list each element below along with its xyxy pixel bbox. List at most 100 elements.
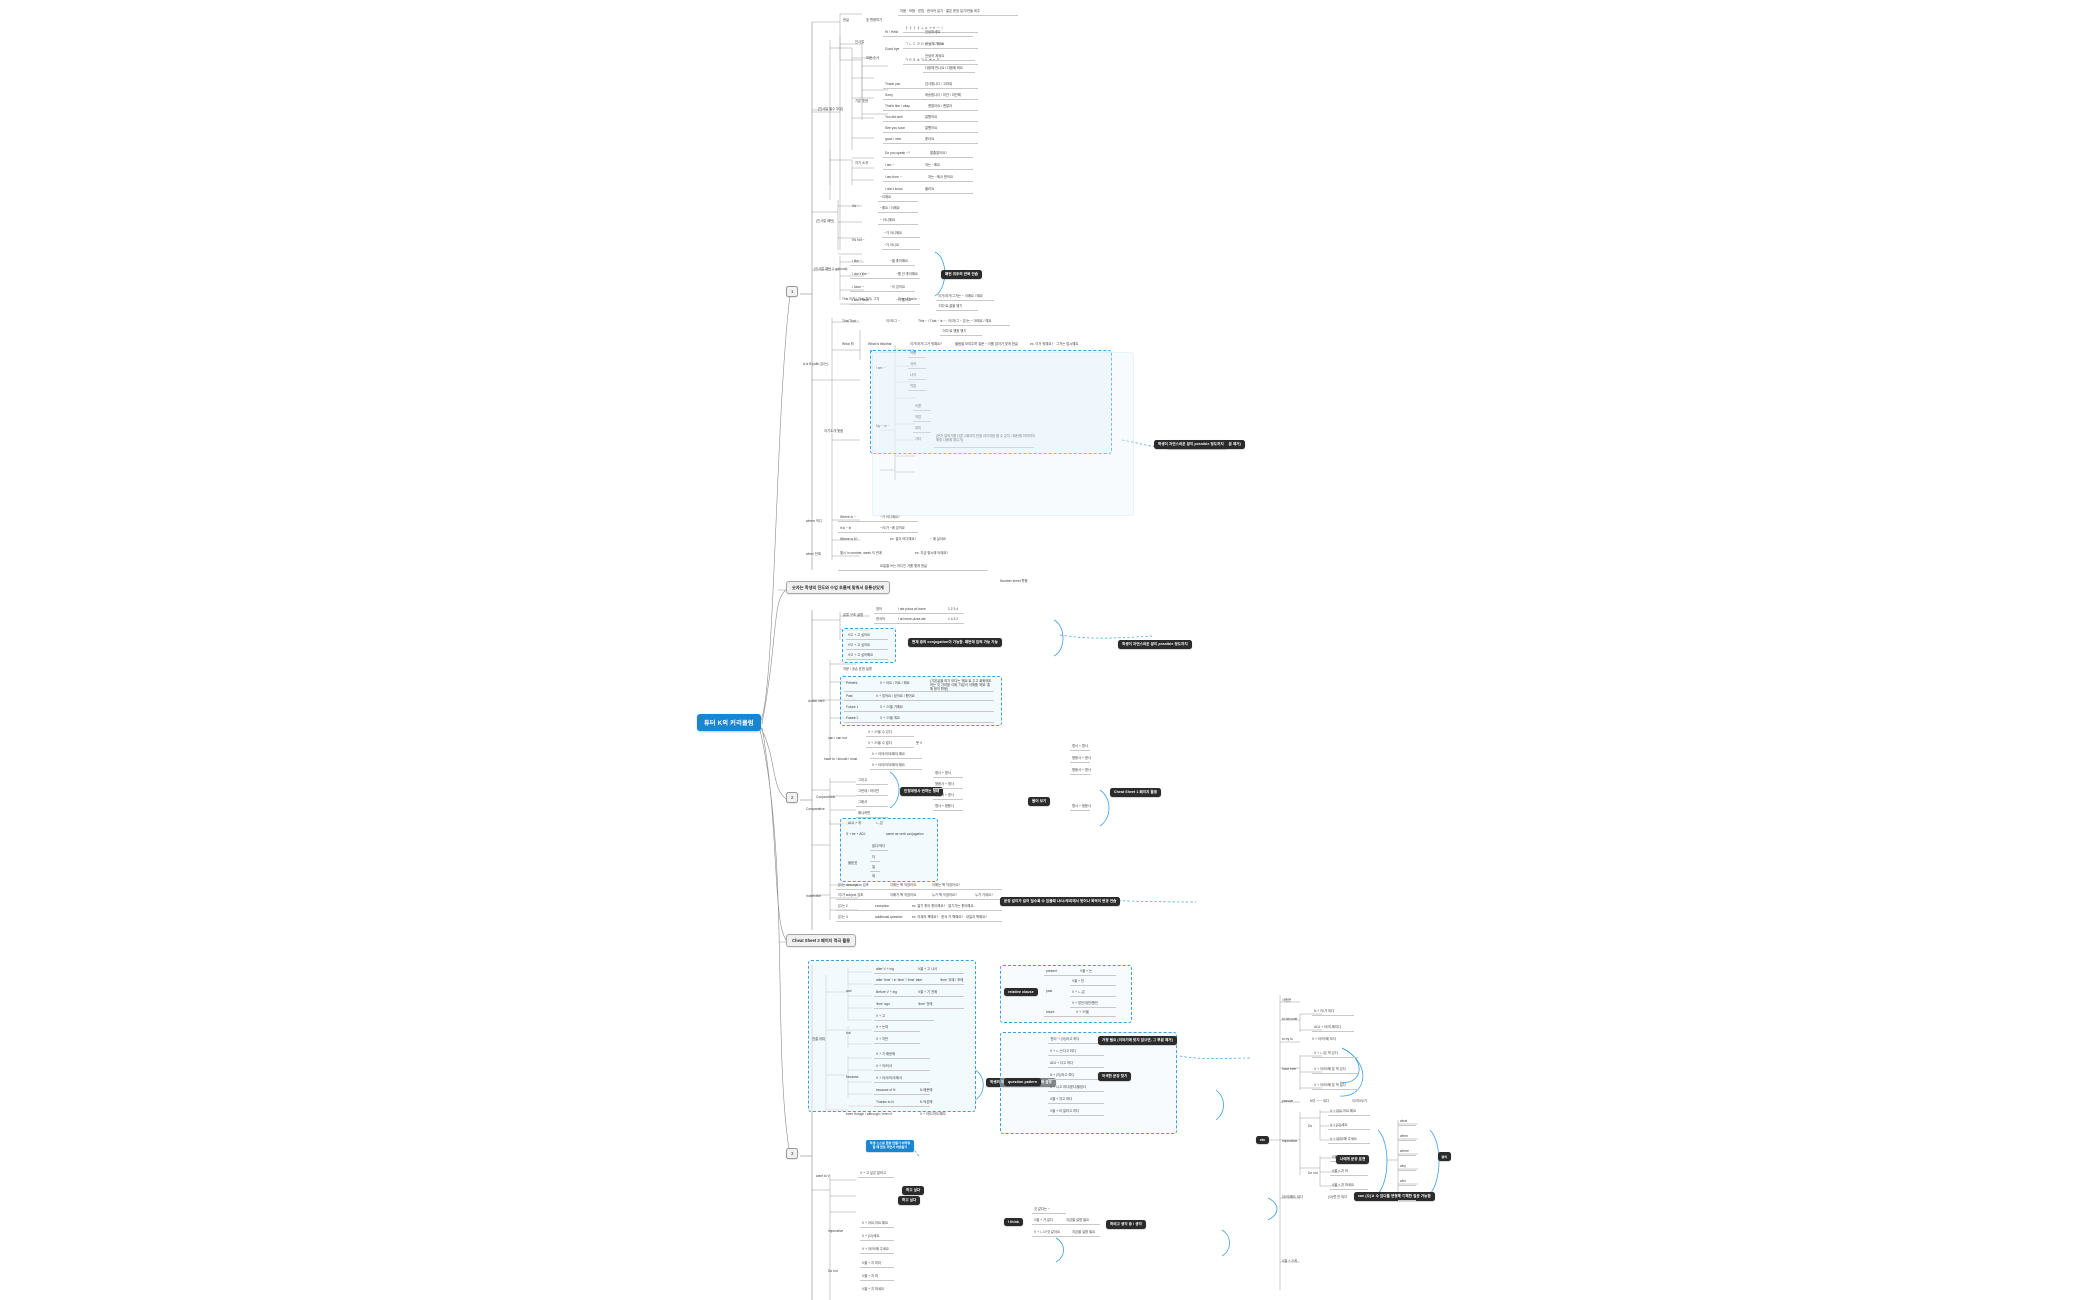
divider xyxy=(874,1070,930,1071)
divider xyxy=(1330,1189,1368,1190)
divider xyxy=(838,570,988,571)
divider xyxy=(1044,975,1116,976)
divider xyxy=(934,447,1034,448)
callout-flexible-numbers[interactable]: 숫자는 학생의 진도와 수업 흐름에 맞춰서 융통성있게 xyxy=(786,581,890,594)
s1-seeyousoon-ko: 잘했어요 xyxy=(925,126,938,130)
s3-rc-past: past xyxy=(1046,989,1053,993)
s2-label-haveto: have to / should / must xyxy=(824,757,858,761)
badge-pattern-practice[interactable]: 패턴 위주의 반복 연습 xyxy=(941,270,983,279)
branch-marker-2[interactable]: 2 xyxy=(786,792,799,804)
root-node[interactable]: 튜터 K의 커리큘럼 xyxy=(697,714,761,731)
badge-relative-clause[interactable]: relative clause xyxy=(1004,988,1038,996)
blue-note-hint[interactable]: 학생 스스로 문장 만들기 어려워 할 때 힌트 주면서 바로잡기 xyxy=(866,1140,914,1152)
divider xyxy=(1070,985,1116,986)
s2-comp-manyless: 많다/적다 xyxy=(872,844,886,848)
badge-summary[interactable]: 정리 xyxy=(1438,1152,1451,1161)
divider xyxy=(883,36,973,37)
wh-what: what xyxy=(1400,1119,1407,1123)
badge-pronoun-forms[interactable]: 인칭대명사 변하는 형태 xyxy=(900,787,944,796)
s1-thatsfine: That's fine / okay xyxy=(885,104,910,108)
etc-tobecome-f2: ADJ + 아/어,해지다 xyxy=(1314,1025,1341,1029)
etc-donot-f3: V을 + 지 마세요 xyxy=(1332,1183,1355,1187)
s1-whereis: Where is ~ xyxy=(840,515,856,519)
divider xyxy=(856,817,888,818)
s1-iam: I am ~ xyxy=(885,163,895,167)
s2-np-2: 형용사 + 명사 xyxy=(935,782,954,786)
s1-my-name: 이름 xyxy=(915,404,922,408)
s1-selfintro-note: (문자 말하기를 다른 1페이지 만큼 아이처럼 할 수 있지 / 패턴에 의미… xyxy=(936,434,1035,443)
s3-ithink-r1: V을 + 거 같다 xyxy=(1034,1218,1054,1222)
divider xyxy=(1398,1155,1416,1156)
divider xyxy=(856,795,888,796)
s1-greeting-bye-ko2: 안녕히 계세요 xyxy=(925,54,945,58)
s3-even-form: V + 아도/어도/해도 xyxy=(920,1112,946,1116)
etc-lastrow: V을 + ㄹ게 xyxy=(1282,1259,1298,1263)
wh-how: how xyxy=(1400,1194,1407,1198)
badge-gerund[interactable]: 하고 싶다 xyxy=(898,1196,921,1205)
badge-polite-particle[interactable]: 학생이 자연스러운 말이 possible 정도까지 xyxy=(1118,640,1192,649)
s3-qp-1: '한다' + (이)라고 하다 xyxy=(1050,1037,1080,1041)
divider xyxy=(836,899,1002,900)
badge-question-pattern[interactable]: question pattern xyxy=(1004,1078,1042,1086)
s2-ind-2: 은/는 2 xyxy=(838,904,848,908)
badge-assume-remove[interactable]: 가정 필요 (이야기에 맞지 않으면, 그 부분 제거) xyxy=(1098,1036,1177,1045)
divider xyxy=(870,769,922,770)
s1-ilike-ko: ~을 좋아해요 xyxy=(890,259,909,263)
badge-can-variation[interactable]: can (으)ㄹ 수 있다를 변형해 이해한 질문 가능함 xyxy=(1354,1192,1435,1201)
s2-kor-sentence: I at home pizza ate xyxy=(898,617,926,621)
s1-whatis-note: 물음을 보여주며 질문 ~ 이를 잡아가 맞게 한글 xyxy=(955,342,1018,346)
callout-cheat-sheet-2[interactable]: Cheat Sheet 2 페이지 적극 활용 xyxy=(786,934,857,947)
badge-ask[interactable]: 물어 보기 xyxy=(1028,797,1051,806)
s1-its-ko1: ~이에요 xyxy=(880,195,892,199)
divider xyxy=(874,613,964,614)
s1-iamfrom-ko: 저는 ~에서 왔어요 xyxy=(928,175,953,179)
wh-where: where xyxy=(1400,1149,1409,1153)
divider xyxy=(856,806,888,807)
badge-etc[interactable]: etc xyxy=(1256,1136,1270,1144)
badge-conjugation[interactable]: 현재 중의 conjugation이 가능함. 패턴에 입력 가능 가능 xyxy=(908,638,1002,647)
s3-and-label: and xyxy=(846,989,852,993)
branch-marker-1[interactable]: 1 xyxy=(786,286,799,298)
s3-but-r1: V + 는데 xyxy=(876,1025,889,1029)
s1-basic-expr-head: 기본 표현 xyxy=(855,99,869,103)
divider xyxy=(882,237,920,238)
badge-awkward-sentence[interactable]: 어색한 문장 찾기 xyxy=(1098,1072,1132,1081)
s1-label-aisb: A is B (with 은/는) xyxy=(803,362,829,366)
s1-label-selfintro: 자기소개 맺음 xyxy=(824,429,844,433)
s2-past-form: V + 았어요 / 었어요 / 했어요 xyxy=(876,694,915,698)
badge-extra[interactable]: 학생이 자연스러운 말이 possible 정도까지 xyxy=(1154,440,1228,449)
divider xyxy=(850,265,915,266)
divider xyxy=(1032,1236,1100,1237)
s2-ind-subj-q2: 누가 가세요? xyxy=(975,893,993,897)
badge-want-to[interactable]: 하고 싶다 xyxy=(902,1186,925,1195)
s2-conj-because: 왜냐하면 xyxy=(858,811,871,815)
divider xyxy=(1312,1031,1354,1032)
spacer xyxy=(870,350,872,352)
s3-extra-5: V을 + 지 마 xyxy=(862,1274,878,1278)
branch-marker-3[interactable]: 3 xyxy=(786,1148,799,1160)
badge-long-sentence[interactable]: 문장 길이가 길어 질수록 수 있을때 나/너/우리에서 벗어나 목적이 변경 … xyxy=(1000,897,1121,906)
s2-eng-order: 1 2 3 4 xyxy=(948,607,959,611)
s1-itisin-ko: ~이/가 ~에 있어요 xyxy=(880,526,905,530)
s1-label-pattern: (인사말 패턴) xyxy=(816,219,835,223)
s1-iam-job: 직업 xyxy=(910,384,917,388)
divider xyxy=(874,1094,930,1095)
s2-comp-q: 물음표 xyxy=(848,861,858,865)
divider xyxy=(883,132,978,133)
divider xyxy=(940,325,1010,326)
divider xyxy=(1398,1200,1416,1201)
divider xyxy=(1398,1185,1416,1186)
s3-and-r4: 'time' ago xyxy=(876,1002,890,1006)
badge-wh-group[interactable]: 나에게 문장 표현 xyxy=(1336,1155,1370,1164)
divider xyxy=(1048,1079,1104,1080)
badge-want-to-2[interactable]: 하려고 생각 중 / 생각 xyxy=(1106,1220,1146,1229)
divider xyxy=(1032,1213,1066,1214)
divider xyxy=(1312,1057,1358,1058)
s1-greeting-bye: Good bye xyxy=(885,47,900,51)
s1-itsnot-ko1: ~가 아니에요 xyxy=(884,231,903,235)
badge-i-think[interactable]: I think xyxy=(1004,1218,1024,1226)
s3-and-r2b: 'time' 뒤에 / 후에 xyxy=(940,978,964,982)
etc-haveever-f1: V + ㄴ/은 적 있다 xyxy=(1314,1051,1338,1055)
divider xyxy=(936,310,978,311)
badge-cheatsheet1[interactable]: Cheat Sheet 1 페이지 활용 xyxy=(1110,788,1162,797)
